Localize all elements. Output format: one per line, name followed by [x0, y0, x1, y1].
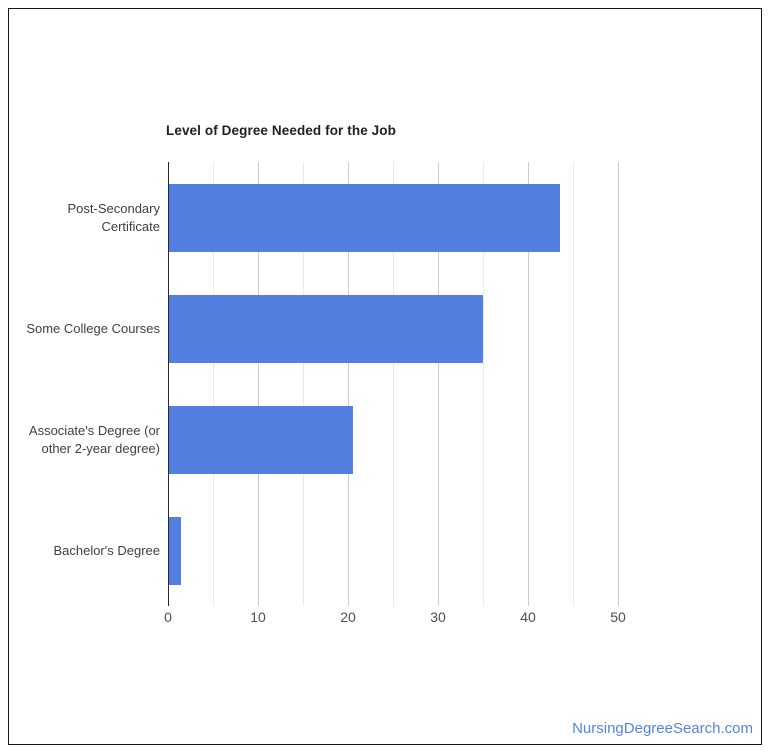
category-label: Bachelor's Degree	[53, 542, 160, 558]
category-label: Post-Secondary Certificate	[67, 200, 161, 234]
gridline	[258, 162, 259, 606]
gridline	[438, 162, 439, 606]
plot-area	[168, 162, 648, 606]
gridline	[483, 162, 484, 606]
chart-frame-border: Level of Degree Needed for the Job Post-…	[8, 8, 762, 745]
bar	[169, 184, 560, 252]
bar	[169, 295, 483, 363]
gridline	[348, 162, 349, 606]
gridline	[393, 162, 394, 606]
category-label: Some College Courses	[26, 320, 160, 336]
gridline	[303, 162, 304, 606]
gridline	[528, 162, 529, 606]
bar	[169, 517, 181, 585]
zero-axis-line	[168, 162, 169, 606]
x-tick-label: 20	[340, 609, 356, 625]
bar	[169, 406, 353, 474]
gridline	[213, 162, 214, 606]
x-tick-label: 50	[610, 609, 626, 625]
x-tick-label: 40	[520, 609, 536, 625]
x-tick-label: 10	[250, 609, 266, 625]
value-axis: 0 10 20 30 40 50	[164, 609, 648, 627]
category-axis: Post-Secondary Certificate Some College C…	[12, 162, 160, 606]
x-tick-label: 30	[430, 609, 446, 625]
gridline	[618, 162, 619, 606]
watermark-link[interactable]: NursingDegreeSearch.com	[572, 720, 753, 737]
gridline	[573, 162, 574, 606]
category-label: Associate's Degree (or other 2-year degr…	[28, 422, 160, 456]
x-tick-label: 0	[164, 609, 172, 625]
chart-title: Level of Degree Needed for the Job	[166, 123, 396, 138]
